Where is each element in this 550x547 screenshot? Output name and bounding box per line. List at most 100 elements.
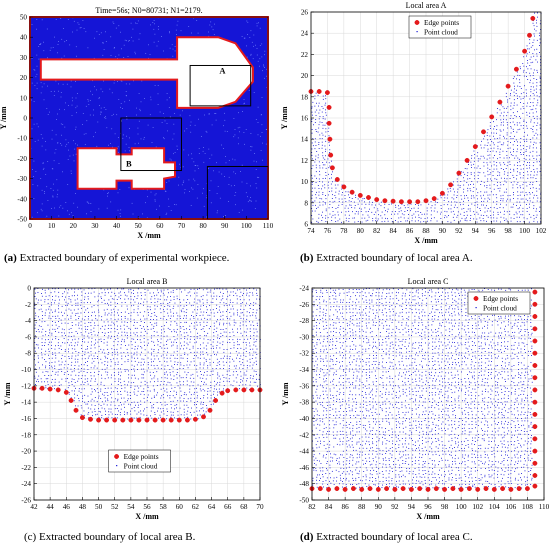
point-cloud-point <box>242 380 243 382</box>
point-cloud-point <box>411 214 413 216</box>
point-cloud-point <box>159 205 160 207</box>
point-cloud-point <box>348 210 350 212</box>
point-cloud-point <box>171 331 173 333</box>
point-cloud-point <box>513 218 515 219</box>
point-cloud-point <box>242 359 244 360</box>
point-cloud-point <box>172 55 174 57</box>
point-cloud-point <box>199 362 201 364</box>
point-cloud-point <box>140 318 141 320</box>
point-cloud-point <box>58 381 60 383</box>
point-cloud-point <box>336 384 337 386</box>
point-cloud-point <box>507 144 509 146</box>
point-cloud-point <box>377 218 379 220</box>
point-cloud-point <box>167 296 168 298</box>
point-cloud-point <box>151 142 153 143</box>
point-cloud-point <box>84 354 86 356</box>
point-cloud-point <box>470 197 472 199</box>
point-cloud-point <box>332 460 333 462</box>
point-cloud-point <box>368 216 370 218</box>
point-cloud-point <box>506 178 508 180</box>
x-tick-label: 62 <box>192 503 200 511</box>
point-cloud-point <box>384 214 386 216</box>
point-cloud-point <box>328 162 330 164</box>
point-cloud-point <box>163 387 165 389</box>
point-cloud-point <box>143 138 145 140</box>
point-cloud-point <box>500 122 502 124</box>
point-cloud-point <box>164 331 165 333</box>
point-cloud-point <box>255 371 257 372</box>
point-cloud-point <box>332 404 334 405</box>
point-cloud-point <box>170 384 172 386</box>
point-cloud-point <box>103 49 105 50</box>
point-cloud-point <box>98 362 99 364</box>
point-cloud-point <box>322 127 324 129</box>
point-cloud-point <box>84 378 86 380</box>
point-cloud-point <box>111 374 112 376</box>
point-cloud-point <box>249 200 251 202</box>
point-cloud-point <box>317 185 319 186</box>
point-cloud-point <box>82 397 83 399</box>
point-cloud-point <box>153 404 155 405</box>
point-cloud-point <box>172 291 174 293</box>
point-cloud-point <box>87 378 89 380</box>
edge-point <box>201 414 206 420</box>
point-cloud-point <box>225 162 227 164</box>
point-cloud-point <box>34 335 36 337</box>
point-cloud-point <box>311 174 313 176</box>
point-cloud-point <box>151 348 153 350</box>
point-cloud-point <box>532 45 534 47</box>
point-cloud-point <box>253 381 255 383</box>
edge-point <box>104 417 110 423</box>
point-cloud-point <box>341 198 343 200</box>
point-cloud-point <box>50 318 52 320</box>
point-cloud-point <box>190 131 192 133</box>
point-cloud-point <box>161 36 162 37</box>
point-cloud-point <box>120 294 122 296</box>
point-cloud-point <box>232 328 233 330</box>
point-cloud-point <box>234 134 236 136</box>
point-cloud-point <box>413 207 415 209</box>
point-cloud-point <box>516 178 517 180</box>
point-cloud-point <box>110 309 112 311</box>
point-cloud-point <box>126 348 128 350</box>
y-tick-label: 0 <box>27 285 31 293</box>
point-cloud-point <box>325 177 326 179</box>
point-cloud-point <box>207 354 209 356</box>
point-cloud-point <box>186 364 188 366</box>
point-cloud-point <box>157 410 158 412</box>
x-tick-label: 0 <box>28 222 32 230</box>
point-cloud-point <box>220 299 222 301</box>
point-cloud-point <box>143 410 144 412</box>
point-cloud-point <box>453 213 455 215</box>
point-cloud-point <box>323 398 325 400</box>
point-cloud-point <box>235 351 237 353</box>
point-cloud-point <box>133 309 135 311</box>
point-cloud-point <box>223 305 225 307</box>
point-cloud-point <box>329 341 331 343</box>
point-cloud-texture <box>30 17 269 220</box>
point-cloud-point <box>539 161 540 163</box>
point-cloud-point <box>134 370 135 372</box>
point-cloud-point <box>84 341 86 343</box>
point-cloud-point <box>371 211 373 213</box>
point-cloud-point <box>113 298 115 300</box>
point-cloud-point <box>82 339 83 340</box>
point-cloud-point <box>67 19 69 20</box>
point-cloud-point <box>540 148 541 150</box>
point-cloud-point <box>326 161 327 163</box>
point-cloud-point <box>261 97 263 98</box>
point-cloud-point <box>484 211 486 213</box>
point-cloud-point <box>60 123 62 125</box>
x-tick-label: 84 <box>390 227 398 235</box>
point-cloud-point <box>205 359 207 361</box>
point-cloud-point <box>154 298 156 300</box>
point-cloud-point <box>129 137 130 139</box>
point-cloud-point <box>316 352 317 354</box>
point-cloud-point <box>519 161 521 163</box>
point-cloud-point <box>536 91 537 93</box>
point-cloud-point <box>334 195 336 196</box>
point-cloud-point <box>315 299 317 301</box>
point-cloud-point <box>194 391 195 393</box>
point-cloud-point <box>334 214 336 216</box>
